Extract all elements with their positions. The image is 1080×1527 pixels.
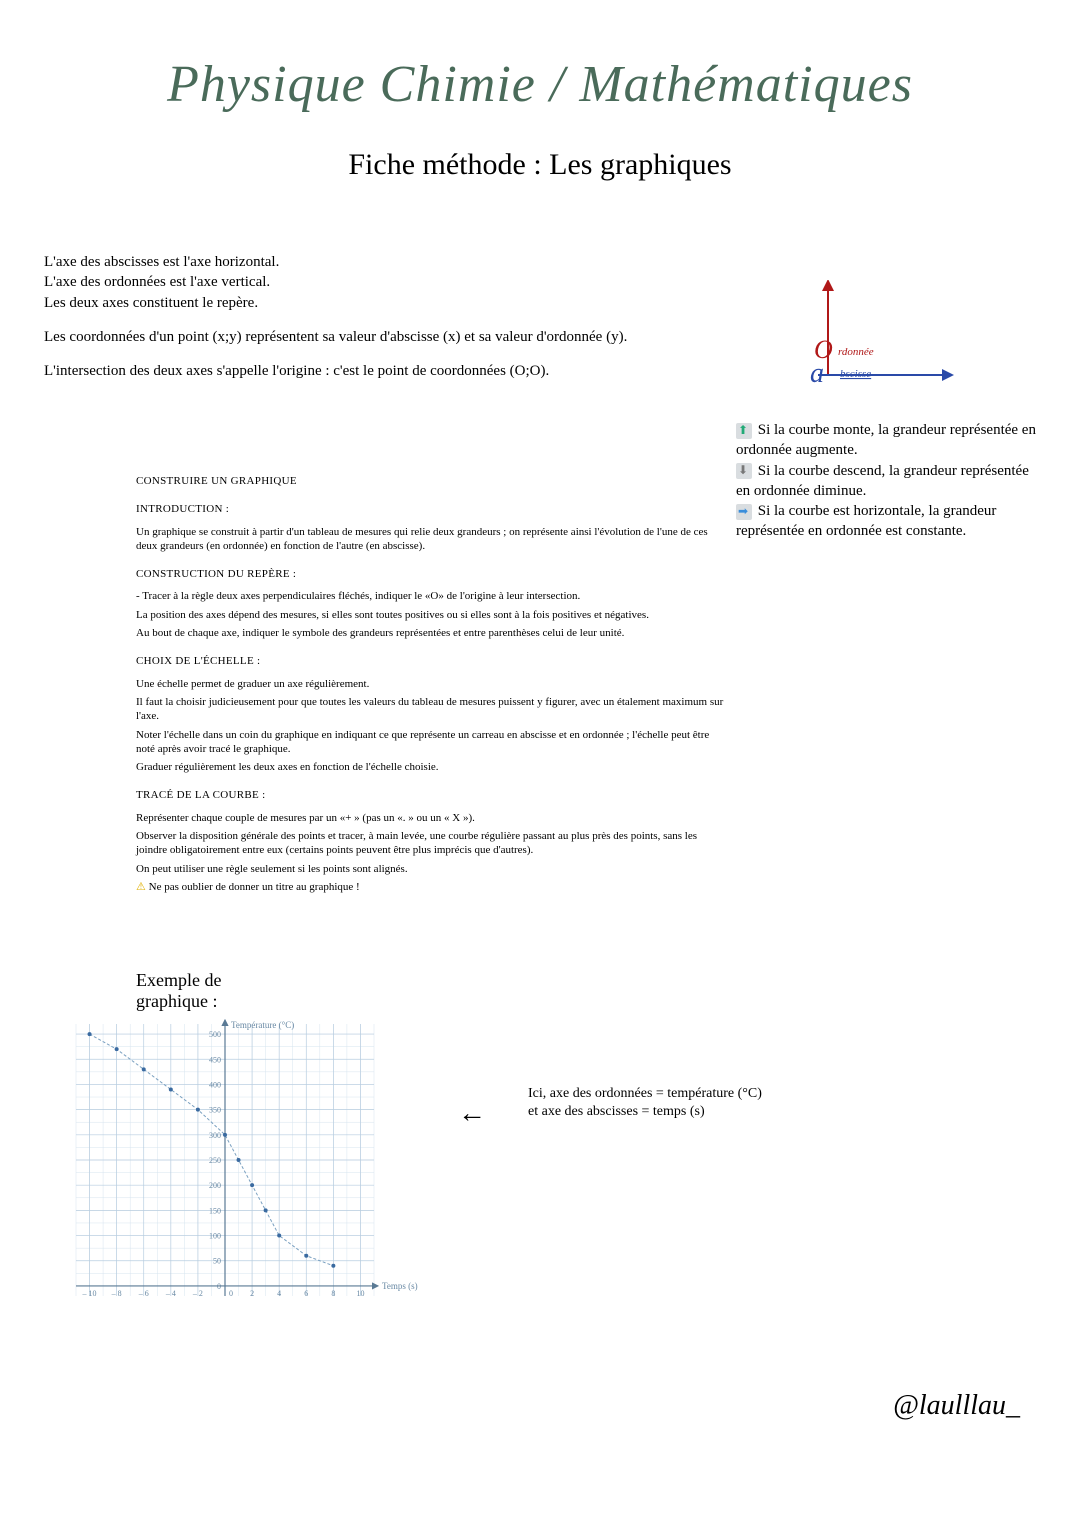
svg-text:250: 250 xyxy=(209,1156,221,1165)
intro-block: L'axe des abscisses est l'axe horizontal… xyxy=(44,252,674,395)
intro-p2: Les coordonnées d'un point (x;y) représe… xyxy=(44,327,674,347)
method-h-intro: INTRODUCTION : xyxy=(136,502,726,516)
side-note-3: Si la courbe est horizontale, la grandeu… xyxy=(736,503,996,539)
svg-text:8: 8 xyxy=(331,1289,335,1298)
a-letter: a xyxy=(810,358,824,389)
svg-text:350: 350 xyxy=(209,1106,221,1115)
svg-text:100: 100 xyxy=(209,1232,221,1241)
svg-text:500: 500 xyxy=(209,1030,221,1039)
method-trace-p2: Observer la disposition générale des poi… xyxy=(136,829,726,858)
chart-annotation: Ici, axe des ordonnées = température (°C… xyxy=(528,1085,768,1121)
svg-text:4: 4 xyxy=(277,1289,281,1298)
method-trace-p3: On peut utiliser une règle seulement si … xyxy=(136,862,726,876)
method-h-repere: CONSTRUCTION DU REPÈRE : xyxy=(136,567,726,581)
method-intro-text: Un graphique se construit à partir d'un … xyxy=(136,525,726,554)
page-title-script: Physique Chimie / Mathématiques xyxy=(0,55,1080,114)
method-repere-p3: Au bout de chaque axe, indiquer le symbo… xyxy=(136,626,726,640)
svg-text:10: 10 xyxy=(356,1289,364,1298)
method-warning: ⚠ Ne pas oublier de donner un titre au g… xyxy=(136,880,726,894)
author-credit: @laulllau_ xyxy=(893,1390,1020,1422)
svg-text:– 2: – 2 xyxy=(192,1289,203,1298)
arrow-up-icon xyxy=(736,423,752,439)
method-echelle-p4: Graduer régulièrement les deux axes en f… xyxy=(136,760,726,774)
side-note-2: Si la courbe descend, la grandeur représ… xyxy=(736,463,1029,499)
svg-text:450: 450 xyxy=(209,1055,221,1064)
svg-text:– 10: – 10 xyxy=(82,1289,97,1298)
method-block: CONSTRUIRE UN GRAPHIQUE INTRODUCTION : U… xyxy=(136,460,726,898)
svg-text:0: 0 xyxy=(229,1289,233,1298)
arrow-right-icon xyxy=(736,504,752,520)
method-repere-p2: La position des axes dépend des mesures,… xyxy=(136,608,726,622)
method-h-echelle: CHOIX DE L'ÉCHELLE : xyxy=(136,654,726,668)
svg-text:Temps (s): Temps (s) xyxy=(382,1281,418,1291)
svg-text:– 4: – 4 xyxy=(165,1289,176,1298)
svg-text:200: 200 xyxy=(209,1181,221,1190)
svg-text:– 6: – 6 xyxy=(138,1289,149,1298)
side-notes: Si la courbe monte, la grandeur représen… xyxy=(736,420,1046,542)
method-trace-p1: Représenter chaque couple de mesures par… xyxy=(136,811,726,825)
method-h-trace: TRACÉ DE LA COURBE : xyxy=(136,788,726,802)
svg-text:150: 150 xyxy=(209,1206,221,1215)
svg-text:400: 400 xyxy=(209,1080,221,1089)
svg-text:300: 300 xyxy=(209,1131,221,1140)
intro-p1: L'axe des abscisses est l'axe horizontal… xyxy=(44,252,674,313)
svg-text:– 8: – 8 xyxy=(111,1289,122,1298)
example-chart: – 10– 8– 6– 4– 2246810050100150200250300… xyxy=(44,1014,444,1314)
method-echelle-p1: Une échelle permet de graduer un axe rég… xyxy=(136,677,726,691)
side-note-1: Si la courbe monte, la grandeur représen… xyxy=(736,422,1036,458)
axes-mini-diagram: O rdonnée a bscisse xyxy=(798,280,958,400)
arrow-down-icon xyxy=(736,463,752,479)
intro-p3: L'intersection des deux axes s'appelle l… xyxy=(44,361,674,381)
svg-text:2: 2 xyxy=(250,1289,254,1298)
svg-text:Température (°C): Température (°C) xyxy=(231,1020,294,1030)
svg-text:50: 50 xyxy=(213,1257,221,1266)
warning-icon: ⚠ xyxy=(136,881,146,893)
arrow-left-icon: ← xyxy=(458,1098,486,1130)
method-h-main: CONSTRUIRE UN GRAPHIQUE xyxy=(136,474,726,488)
method-echelle-p2: Il faut la choisir judicieusement pour q… xyxy=(136,695,726,724)
abscisse-label: bscisse xyxy=(840,368,871,380)
ordonnee-label: rdonnée xyxy=(838,346,874,358)
method-warning-text: Ne pas oublier de donner un titre au gra… xyxy=(149,881,360,893)
method-repere-p1: - Tracer à la règle deux axes perpendicu… xyxy=(136,589,726,603)
page-subtitle: Fiche méthode : Les graphiques xyxy=(0,148,1080,182)
svg-text:6: 6 xyxy=(304,1289,308,1298)
method-echelle-p3: Noter l'échelle dans un coin du graphiqu… xyxy=(136,728,726,757)
example-title: Exemple de graphique : xyxy=(136,970,221,1012)
